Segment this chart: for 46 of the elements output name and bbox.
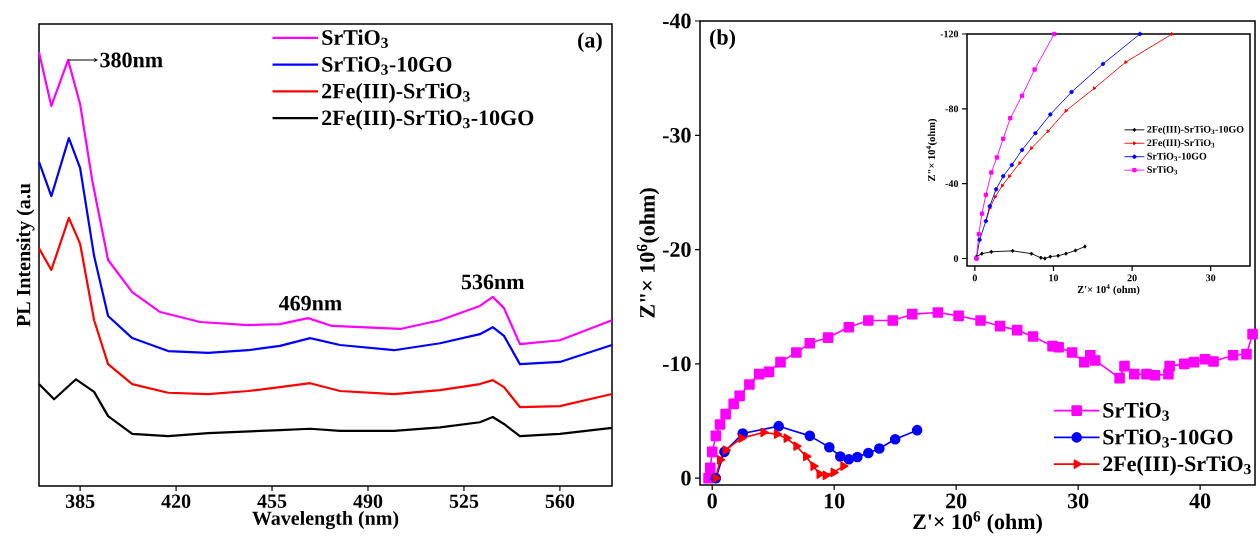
- x-tick-label: 10: [824, 493, 845, 509]
- legend-label: 2Fe(III)-SrTiO$_{3}$-10GO: [322, 109, 534, 130]
- x-tick-label: 10: [1049, 274, 1059, 282]
- x-axis-title: Z'× 10$^{6}$ (ohm): [913, 511, 1042, 534]
- legend-label: 2Fe(III)-SrTiO$_{3}$: [322, 83, 470, 103]
- x-tick-label: 20: [946, 493, 967, 509]
- y-tick-label: 0: [681, 470, 691, 486]
- legend-label: 2Fe(III)-SrTiO$_{3}$: [1147, 139, 1215, 149]
- legend-label: 2Fe(III)-SrTiO$_{3}$: [1103, 455, 1251, 476]
- x-tick-label: 455: [257, 494, 287, 508]
- annotation: 469nm: [278, 295, 342, 311]
- legend-label: 2Fe(III)-SrTiO$_{3}$-10GO: [1147, 125, 1244, 135]
- y-tick-label: -30: [662, 127, 691, 143]
- legend-label: SrTiO$_{3}$-10GO: [1147, 152, 1207, 161]
- x-tick-label: 385: [65, 494, 95, 509]
- text: (a): [578, 32, 602, 53]
- legend-label: SrTiO$_{3}$-10GO: [322, 56, 452, 75]
- y-tick-label: -20: [662, 242, 691, 257]
- y-axis-title: PL Intensity (a.u: [16, 183, 35, 327]
- y-tick-label: -10: [662, 356, 691, 372]
- legend-label: SrTiO$_{3}$: [1147, 165, 1178, 175]
- x-tick-label: 420: [161, 494, 191, 509]
- x-tick-label: 0: [707, 493, 717, 509]
- x-axis-title: Z'× 10$^{4}$ (ohm): [1077, 284, 1140, 296]
- x-tick-label: 20: [1127, 274, 1137, 282]
- x-tick-label: 490: [353, 494, 383, 509]
- annotation: 536nm: [461, 274, 525, 290]
- x-tick-label: 30: [1206, 274, 1216, 282]
- legend-label: SrTiO$_{3}$: [322, 29, 388, 49]
- legend-label: SrTiO$_{3}$: [1103, 402, 1169, 421]
- y-tick-label: -40: [945, 180, 959, 188]
- y-tick-label: -80: [945, 105, 959, 113]
- y-tick-label: -120: [940, 30, 959, 38]
- x-axis-title: Wavelength (nm): [252, 510, 399, 530]
- y-tick-label: 0: [953, 255, 959, 262]
- y-axis-title: Z"× 10$^{4}$(ohm): [926, 119, 938, 181]
- x-tick-label: 30: [1067, 493, 1089, 509]
- annotation: 380nm: [100, 52, 163, 68]
- legend-label: SrTiO$_{3}$-10GO: [1103, 429, 1233, 448]
- x-tick-label: 560: [545, 494, 575, 509]
- x-tick-label: 40: [1189, 493, 1211, 509]
- x-tick-label: 0: [972, 274, 977, 282]
- annotation: (b): [710, 29, 736, 50]
- y-axis-title: Z"× 10$^{6}$(ohm): [636, 188, 660, 318]
- y-tick-label: -40: [662, 13, 691, 29]
- x-tick-label: 525: [449, 494, 479, 508]
